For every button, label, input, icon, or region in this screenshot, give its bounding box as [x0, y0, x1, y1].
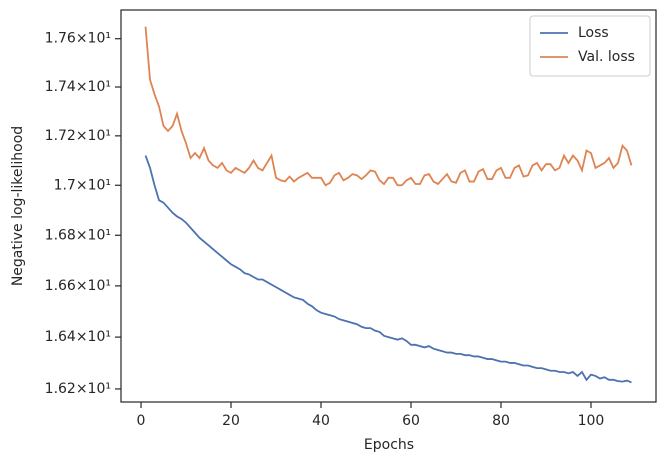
legend-box	[529, 15, 651, 77]
plot-frame	[120, 9, 657, 403]
y-tick-label: 1.66×10¹	[45, 278, 111, 294]
x-tick-label: 100	[578, 413, 605, 429]
y-tick-label: 1.68×10¹	[45, 227, 111, 243]
x-tick-label: 60	[402, 413, 420, 429]
legend-label: Val. loss	[578, 49, 635, 65]
legend-label: Loss	[578, 25, 609, 41]
y-axis-label: Negative log-likelihood	[10, 126, 26, 286]
x-tick-label: 20	[222, 413, 240, 429]
x-axis-label: Epochs	[364, 437, 414, 453]
y-tick-label: 1.76×10¹	[45, 31, 111, 47]
y-tick-label: 1.7×10¹	[54, 177, 111, 193]
x-tick-label: 0	[137, 413, 146, 429]
line-series	[144, 155, 632, 384]
y-tick-label: 1.72×10¹	[45, 128, 111, 144]
x-tick-label: 40	[312, 413, 330, 429]
line-series	[144, 26, 633, 187]
y-tick-label: 1.74×10¹	[45, 79, 111, 95]
x-tick-label: 80	[492, 413, 510, 429]
y-tick-label: 1.64×10¹	[45, 329, 111, 345]
y-tick-label: 1.62×10¹	[45, 381, 111, 397]
